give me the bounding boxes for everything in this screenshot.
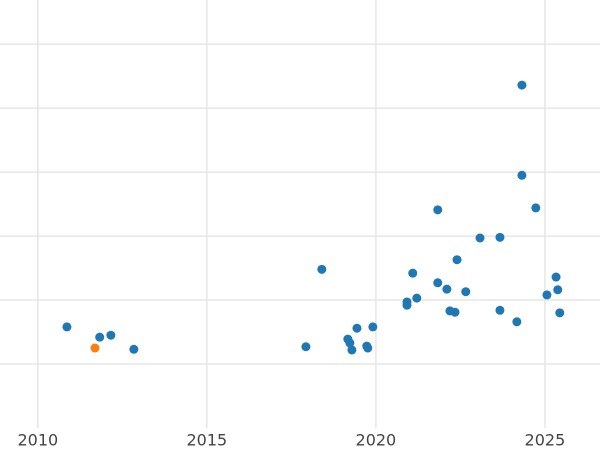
- point: [433, 278, 443, 288]
- point: [450, 307, 460, 317]
- point: [553, 285, 563, 295]
- point: [517, 170, 527, 180]
- point: [368, 322, 378, 332]
- x-tick-label: 2025: [525, 431, 566, 450]
- point: [412, 293, 422, 303]
- x-tick-label: 2020: [356, 431, 397, 450]
- point: [512, 317, 522, 327]
- point: [442, 284, 452, 294]
- point: [106, 330, 116, 340]
- x-tick-label: 2015: [187, 431, 228, 450]
- point: [408, 268, 418, 278]
- point: [495, 305, 505, 315]
- point: [433, 205, 443, 215]
- point: [95, 332, 105, 342]
- point: [555, 308, 565, 318]
- point: [461, 287, 471, 297]
- point: [347, 345, 357, 355]
- point: [345, 338, 355, 348]
- point: [517, 80, 527, 90]
- point: [363, 343, 373, 353]
- point: [62, 322, 72, 332]
- point: [475, 233, 485, 243]
- point: [542, 290, 552, 300]
- point: [402, 300, 412, 310]
- point: [317, 264, 327, 274]
- point: [129, 344, 139, 354]
- point: [301, 342, 311, 352]
- point: [495, 232, 505, 242]
- point: [531, 203, 541, 213]
- point: [352, 323, 362, 333]
- x-tick-label: 2010: [17, 431, 58, 450]
- point: [551, 272, 561, 282]
- point: [90, 343, 100, 353]
- point: [452, 255, 462, 265]
